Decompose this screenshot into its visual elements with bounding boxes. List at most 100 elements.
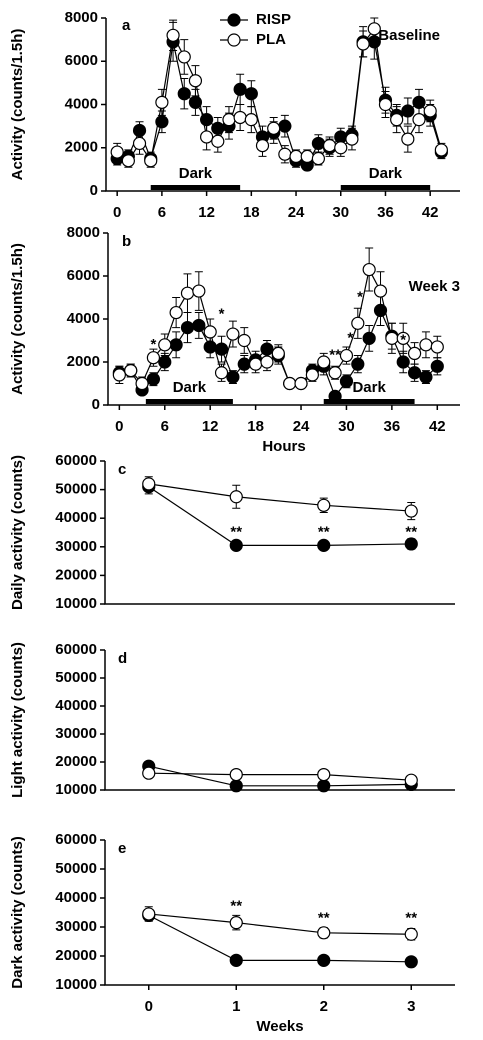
x-tick-label: 18 bbox=[247, 418, 264, 435]
y-tick-label: 0 bbox=[92, 396, 100, 413]
data-point bbox=[390, 113, 404, 127]
x-tick-label: 30 bbox=[338, 418, 355, 435]
x-tick-label: 24 bbox=[293, 418, 310, 435]
data-point bbox=[289, 149, 303, 163]
data-point bbox=[222, 113, 236, 127]
y-tick-label: 8000 bbox=[65, 9, 98, 26]
y-tick-label: 20000 bbox=[55, 566, 97, 583]
x-tick-label: 12 bbox=[202, 418, 219, 435]
data-point bbox=[404, 773, 418, 787]
data-point bbox=[356, 37, 370, 51]
legend-label: PLA bbox=[256, 31, 286, 48]
data-point bbox=[351, 357, 365, 371]
data-point bbox=[385, 331, 399, 345]
data-point bbox=[244, 87, 258, 101]
data-point bbox=[135, 376, 149, 391]
data-point bbox=[177, 50, 191, 64]
data-point bbox=[317, 767, 331, 782]
data-point bbox=[237, 333, 251, 348]
significance-marker: * bbox=[347, 329, 353, 346]
x-tick-label: 2 bbox=[320, 998, 328, 1015]
data-point bbox=[260, 355, 274, 369]
data-point bbox=[294, 376, 308, 391]
data-point bbox=[271, 346, 285, 360]
panel-label: b bbox=[122, 233, 131, 250]
y-tick-label: 20000 bbox=[55, 947, 97, 964]
significance-marker: * bbox=[219, 306, 225, 323]
data-point bbox=[177, 87, 191, 101]
y-tick-label: 40000 bbox=[55, 889, 97, 906]
data-point bbox=[142, 477, 156, 491]
data-point bbox=[362, 331, 376, 345]
data-point bbox=[229, 916, 243, 930]
data-point bbox=[142, 907, 156, 921]
data-point bbox=[112, 368, 126, 382]
data-point bbox=[378, 97, 393, 112]
y-axis-label: Daily activity (counts) bbox=[9, 455, 26, 610]
data-point bbox=[188, 74, 203, 88]
data-point bbox=[169, 305, 183, 320]
y-tick-label: 2000 bbox=[65, 139, 98, 156]
dark-period-bar bbox=[323, 399, 415, 404]
data-point bbox=[311, 151, 325, 166]
data-point bbox=[146, 372, 161, 386]
x-tick-label: 12 bbox=[198, 204, 215, 221]
data-point bbox=[229, 779, 243, 793]
significance-marker: ** bbox=[329, 347, 341, 364]
data-point bbox=[430, 340, 444, 354]
data-point bbox=[317, 926, 331, 940]
data-point bbox=[322, 138, 337, 153]
data-point bbox=[166, 28, 180, 42]
y-tick-label: 50000 bbox=[55, 669, 97, 686]
data-point bbox=[419, 370, 433, 384]
significance-marker: ** bbox=[230, 523, 242, 540]
data-point bbox=[317, 953, 331, 967]
data-point bbox=[142, 766, 156, 780]
data-point bbox=[334, 141, 348, 155]
y-axis-label: Activity (counts/1.5h) bbox=[9, 243, 26, 395]
data-point bbox=[317, 355, 331, 369]
data-point bbox=[229, 767, 243, 782]
data-point bbox=[249, 357, 263, 371]
data-point bbox=[423, 104, 437, 118]
data-point bbox=[339, 348, 354, 363]
panel-label: a bbox=[122, 17, 131, 34]
panel-label: d bbox=[118, 650, 127, 667]
y-tick-label: 4000 bbox=[65, 95, 98, 112]
data-point bbox=[430, 359, 444, 373]
data-point bbox=[407, 346, 422, 360]
data-point bbox=[404, 537, 418, 551]
significance-marker: ** bbox=[405, 523, 417, 540]
data-point bbox=[155, 95, 169, 109]
dark-period-label: Dark bbox=[173, 379, 207, 396]
x-tick-label: 42 bbox=[422, 204, 439, 221]
data-point bbox=[169, 338, 183, 352]
data-point bbox=[124, 364, 138, 378]
legend-label: RISP bbox=[256, 11, 291, 28]
data-point bbox=[211, 134, 225, 148]
y-tick-label: 60000 bbox=[55, 452, 97, 469]
series-line bbox=[148, 765, 412, 787]
data-point bbox=[267, 121, 281, 135]
data-point bbox=[278, 119, 292, 133]
y-tick-label: 60000 bbox=[55, 831, 97, 848]
data-point bbox=[203, 325, 217, 339]
x-tick-label: 0 bbox=[145, 998, 153, 1015]
y-tick-label: 10000 bbox=[55, 595, 97, 612]
data-point bbox=[214, 342, 229, 356]
data-point bbox=[404, 955, 418, 969]
data-point bbox=[328, 366, 342, 380]
data-point bbox=[233, 82, 247, 96]
y-tick-label: 10000 bbox=[55, 781, 97, 798]
x-tick-label: 0 bbox=[113, 204, 121, 221]
data-point bbox=[401, 132, 415, 146]
data-point bbox=[180, 321, 195, 335]
significance-marker: ** bbox=[230, 898, 242, 915]
data-point bbox=[237, 357, 251, 371]
data-point bbox=[351, 316, 365, 330]
data-point bbox=[144, 154, 158, 168]
x-tick-label: 3 bbox=[407, 998, 415, 1015]
data-point bbox=[158, 355, 172, 369]
axes bbox=[104, 840, 455, 986]
data-point bbox=[226, 370, 240, 384]
